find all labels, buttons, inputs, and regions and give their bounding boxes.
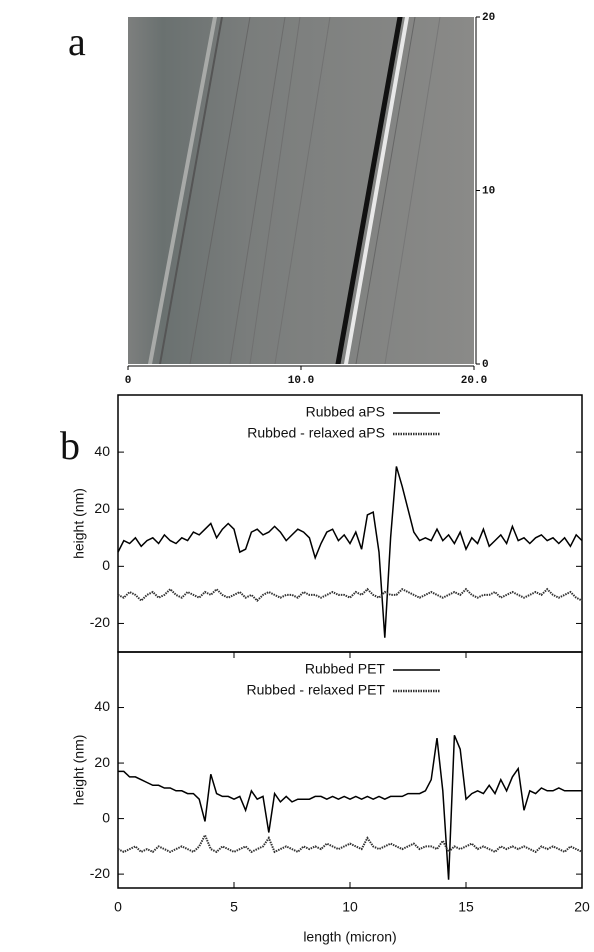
legend-label: Rubbed aPS [306, 404, 385, 420]
line-series [117, 587, 583, 603]
legend-label: Rubbed PET [305, 661, 386, 677]
line-series [117, 466, 583, 638]
y-tick-label: -20 [90, 614, 110, 630]
x-tick-label: 0 [114, 899, 122, 915]
line-series [117, 832, 583, 854]
legend-label: Rubbed - relaxed PET [246, 682, 385, 698]
x-tick-label: 10 [342, 899, 358, 915]
y-tick-label: 0 [102, 557, 110, 573]
x-tick-label: 0 [125, 375, 132, 387]
afm-image [128, 17, 474, 364]
y-tick-label: 40 [94, 698, 110, 714]
x-axis-title: length (micron) [303, 929, 396, 945]
panel-label: b [60, 423, 80, 468]
x-tick-label: 20 [574, 899, 590, 915]
x-tick-label: 10.0 [288, 375, 314, 387]
y-tick-label: -20 [90, 865, 110, 881]
x-tick-label: 20.0 [461, 375, 487, 387]
y-tick-label: 40 [94, 443, 110, 459]
legend-label: Rubbed - relaxed aPS [247, 425, 385, 441]
x-tick-label: 5 [230, 899, 238, 915]
y-axis-title: height (nm) [71, 488, 87, 559]
y-axis-title: height (nm) [71, 735, 87, 806]
y-tick-label: 20 [482, 12, 495, 24]
y-tick-label: 20 [94, 754, 110, 770]
line-series [118, 735, 582, 880]
y-tick-label: 0 [102, 809, 110, 825]
y-tick-label: 10 [482, 185, 495, 197]
y-tick-label: 20 [94, 500, 110, 516]
x-tick-label: 15 [458, 899, 474, 915]
y-tick-label: 0 [482, 359, 489, 371]
panel-label: a [68, 19, 86, 64]
